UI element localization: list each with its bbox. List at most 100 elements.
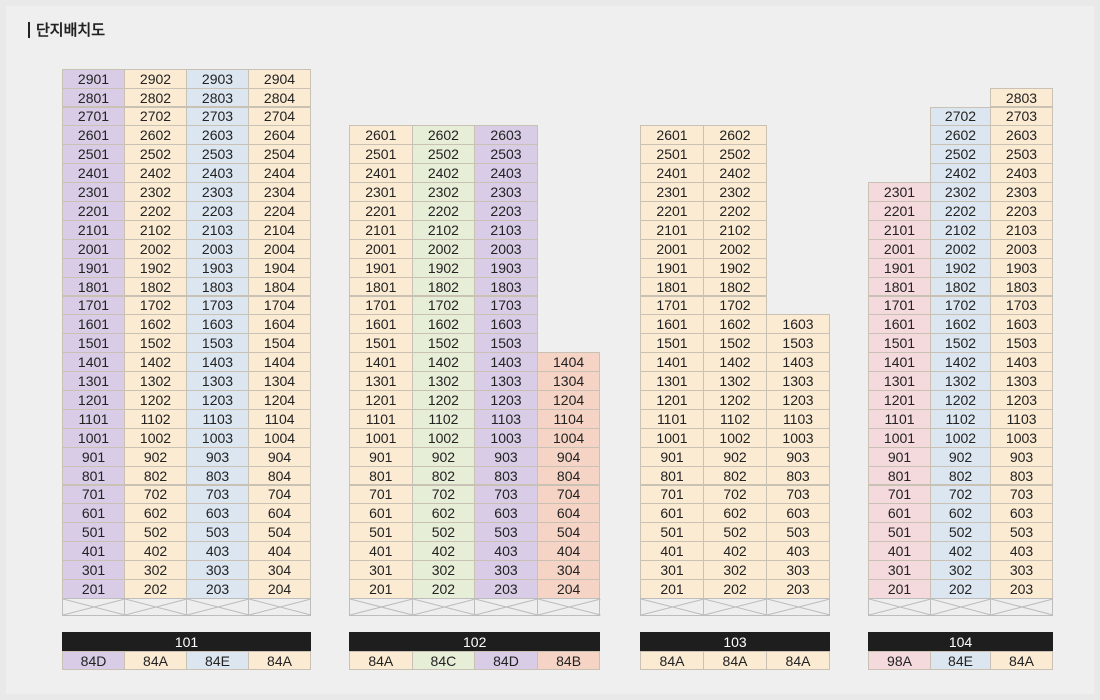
unit-cell[interactable]: 401 — [640, 541, 704, 562]
unit-cell[interactable]: 1801 — [349, 276, 413, 297]
unit-cell[interactable]: 2701 — [62, 106, 125, 127]
unit-cell[interactable]: 1202 — [411, 390, 476, 410]
unit-cell[interactable]: 301 — [868, 560, 931, 580]
unit-cell[interactable]: 2602 — [703, 125, 767, 146]
unit-cell[interactable]: 2402 — [124, 163, 187, 184]
unit-cell[interactable]: 2401 — [349, 163, 413, 184]
unit-cell[interactable]: 2603 — [990, 125, 1053, 146]
unit-cell[interactable]: 1304 — [248, 371, 311, 391]
unit-cell[interactable]: 2202 — [124, 201, 187, 221]
unit-cell[interactable]: 1702 — [930, 295, 991, 316]
unit-cell[interactable]: 1002 — [703, 427, 767, 448]
unit-cell[interactable]: 2103 — [990, 219, 1053, 240]
unit-cell[interactable]: 2203 — [990, 201, 1053, 221]
unit-cell[interactable]: 2304 — [248, 182, 311, 202]
unit-cell[interactable]: 2002 — [411, 238, 476, 259]
unit-cell[interactable]: 1502 — [124, 333, 187, 354]
unit-cell[interactable]: 2301 — [62, 182, 125, 202]
unit-cell[interactable]: 1103 — [474, 408, 538, 429]
unit-cell[interactable]: 1701 — [62, 295, 125, 316]
unit-cell[interactable]: 1303 — [766, 371, 830, 391]
unit-cell[interactable]: 1702 — [411, 295, 476, 316]
unit-cell[interactable]: 1103 — [766, 408, 830, 429]
unit-cell[interactable]: 1802 — [411, 276, 476, 297]
unit-cell[interactable]: 801 — [62, 465, 125, 486]
unit-cell[interactable]: 501 — [868, 522, 931, 543]
unit-cell[interactable]: 803 — [990, 465, 1053, 486]
unit-cell[interactable]: 503 — [186, 522, 249, 543]
unit-cell[interactable]: 2504 — [248, 144, 311, 165]
unit-cell[interactable]: 1201 — [349, 390, 413, 410]
unit-cell[interactable]: 2103 — [186, 219, 249, 240]
unit-cell[interactable]: 1102 — [930, 408, 991, 429]
unit-cell[interactable]: 603 — [474, 503, 538, 524]
unit-cell[interactable]: 2103 — [474, 219, 538, 240]
unit-cell[interactable]: 1301 — [349, 371, 413, 391]
unit-cell[interactable]: 1302 — [411, 371, 476, 391]
unit-cell[interactable]: 403 — [474, 541, 538, 562]
unit-cell[interactable]: 2903 — [186, 68, 249, 89]
unit-cell[interactable]: 1403 — [990, 352, 1053, 373]
unit-cell[interactable]: 1203 — [186, 390, 249, 410]
unit-cell[interactable]: 603 — [186, 503, 249, 524]
unit-cell[interactable]: 202 — [124, 579, 187, 599]
unit-cell[interactable]: 2502 — [930, 144, 991, 165]
unit-cell[interactable]: 502 — [124, 522, 187, 543]
unit-cell[interactable]: 1302 — [930, 371, 991, 391]
unit-cell[interactable]: 1002 — [411, 427, 476, 448]
unit-cell[interactable]: 1102 — [411, 408, 476, 429]
unit-cell[interactable]: 1704 — [248, 295, 311, 316]
unit-cell[interactable]: 802 — [703, 465, 767, 486]
unit-cell[interactable]: 904 — [536, 446, 601, 467]
unit-cell[interactable]: 601 — [640, 503, 704, 524]
unit-cell[interactable]: 1501 — [62, 333, 125, 354]
unit-cell[interactable]: 2801 — [62, 87, 125, 108]
unit-cell[interactable]: 201 — [62, 579, 125, 599]
unit-cell[interactable]: 2503 — [990, 144, 1053, 165]
unit-cell[interactable]: 1202 — [703, 390, 767, 410]
unit-cell[interactable]: 1702 — [124, 295, 187, 316]
unit-cell[interactable]: 204 — [536, 579, 601, 599]
unit-cell[interactable]: 1203 — [766, 390, 830, 410]
unit-cell[interactable]: 1903 — [186, 257, 249, 278]
unit-cell[interactable]: 802 — [124, 465, 187, 486]
unit-cell[interactable]: 803 — [186, 465, 249, 486]
unit-cell[interactable]: 1802 — [930, 276, 991, 297]
unit-cell[interactable]: 1802 — [703, 276, 767, 297]
unit-cell[interactable]: 902 — [411, 446, 476, 467]
unit-cell[interactable]: 702 — [703, 484, 767, 505]
unit-cell[interactable]: 1601 — [349, 314, 413, 335]
unit-cell[interactable]: 503 — [766, 522, 830, 543]
unit-cell[interactable]: 2202 — [411, 201, 476, 221]
unit-cell[interactable]: 2402 — [411, 163, 476, 184]
unit-cell[interactable]: 2403 — [186, 163, 249, 184]
unit-cell[interactable]: 2201 — [868, 201, 931, 221]
unit-cell[interactable]: 1701 — [349, 295, 413, 316]
unit-cell[interactable]: 201 — [640, 579, 704, 599]
unit-cell[interactable]: 2303 — [990, 182, 1053, 202]
unit-cell[interactable]: 701 — [868, 484, 931, 505]
unit-cell[interactable]: 1002 — [124, 427, 187, 448]
unit-cell[interactable]: 1602 — [703, 314, 767, 335]
unit-cell[interactable]: 702 — [411, 484, 476, 505]
unit-cell[interactable]: 1701 — [868, 295, 931, 316]
unit-cell[interactable]: 2703 — [186, 106, 249, 127]
unit-cell[interactable]: 703 — [766, 484, 830, 505]
unit-cell[interactable]: 1803 — [186, 276, 249, 297]
unit-cell[interactable]: 1302 — [703, 371, 767, 391]
unit-cell[interactable]: 403 — [186, 541, 249, 562]
unit-cell[interactable]: 603 — [766, 503, 830, 524]
unit-cell[interactable]: 902 — [124, 446, 187, 467]
unit-cell[interactable]: 801 — [640, 465, 704, 486]
unit-cell[interactable]: 2702 — [930, 106, 991, 127]
unit-cell[interactable]: 1502 — [930, 333, 991, 354]
unit-cell[interactable]: 1003 — [186, 427, 249, 448]
unit-cell[interactable]: 903 — [766, 446, 830, 467]
unit-cell[interactable]: 902 — [930, 446, 991, 467]
unit-cell[interactable]: 1104 — [248, 408, 311, 429]
unit-cell[interactable]: 1503 — [766, 333, 830, 354]
unit-cell[interactable]: 1603 — [474, 314, 538, 335]
unit-cell[interactable]: 903 — [474, 446, 538, 467]
unit-cell[interactable]: 504 — [536, 522, 601, 543]
unit-cell[interactable]: 601 — [349, 503, 413, 524]
